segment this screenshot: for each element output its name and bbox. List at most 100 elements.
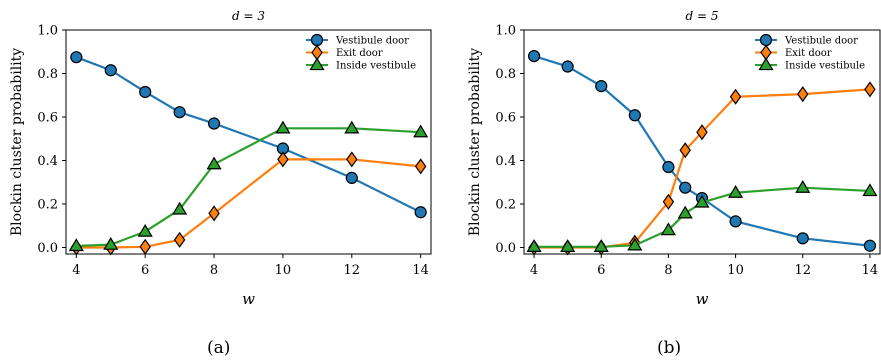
data-point	[660, 222, 676, 236]
y-tick-label: 1.0	[495, 24, 516, 39]
data-point	[561, 60, 574, 73]
legend-label: Vestibule door	[335, 36, 409, 47]
data-point	[662, 193, 675, 210]
data-point	[139, 238, 151, 255]
y-tick-label: 0.8	[37, 67, 58, 82]
series-line	[534, 186, 870, 248]
x-tick-label: 10	[727, 263, 744, 278]
legend-label: Vestibule door	[784, 36, 858, 47]
series-inside-vestibule	[68, 120, 429, 252]
series-line	[534, 88, 871, 249]
data-point	[137, 223, 153, 237]
x-tick-label: 14	[412, 263, 429, 278]
data-point	[414, 206, 427, 219]
data-point	[862, 183, 878, 197]
x-tick-label: 8	[210, 263, 218, 278]
legend-label: Inside vestibule	[785, 61, 865, 72]
data-point	[797, 86, 809, 103]
series-line	[76, 158, 421, 249]
legend-marker	[758, 57, 774, 71]
x-tick-label: 4	[530, 263, 538, 278]
data-point	[628, 109, 641, 122]
chart-title: d = 3	[232, 9, 265, 23]
data-point	[70, 51, 83, 64]
data-point	[526, 239, 542, 252]
data-point	[694, 194, 710, 208]
data-point	[677, 205, 693, 219]
data-point	[68, 238, 84, 252]
data-point	[729, 215, 742, 228]
y-tick-label: 0.2	[495, 197, 516, 212]
data-point	[696, 124, 708, 141]
y-axis-label: Blockin cluster probability	[9, 48, 25, 236]
data-point	[104, 64, 117, 77]
data-point	[728, 184, 744, 198]
x-tick-label: 6	[597, 263, 605, 278]
legend-marker	[759, 33, 773, 47]
data-point	[277, 151, 289, 168]
data-point	[173, 106, 186, 119]
caption-b: (b)	[657, 338, 682, 358]
data-point	[172, 201, 188, 215]
data-point	[795, 179, 811, 193]
y-tick-label: 0.4	[37, 154, 58, 169]
legend-marker	[310, 33, 324, 47]
x-tick-label: 12	[344, 263, 361, 278]
series-line	[75, 56, 422, 214]
plot-frame	[523, 29, 881, 255]
series-exit-door	[528, 81, 876, 256]
x-tick-label: 14	[862, 263, 879, 278]
y-tick-label: 0.2	[37, 197, 58, 212]
data-point	[206, 156, 222, 170]
data-point	[414, 158, 427, 175]
y-tick-label: 0.0	[495, 241, 516, 256]
data-point	[679, 181, 692, 194]
x-tick-label: 8	[664, 263, 672, 278]
plot-frame	[65, 29, 432, 255]
data-point	[103, 236, 119, 250]
data-point	[863, 239, 877, 252]
data-point	[593, 239, 609, 252]
x-tick-label: 6	[141, 263, 149, 278]
data-point	[527, 49, 541, 63]
data-point	[139, 85, 152, 99]
caption-a: (a)	[207, 338, 231, 358]
chart-panel-1: d = 3 4 6 8 10 12 14 0.0 0.2 0.4 0.6 0.8 1.0 w Blockin…	[9, 9, 432, 308]
x-axis-label: w	[242, 290, 255, 308]
legend-label: Inside vestibule	[336, 61, 416, 72]
data-point	[173, 231, 186, 248]
series-line	[533, 55, 871, 247]
data-point	[627, 237, 643, 251]
data-point	[595, 80, 608, 93]
data-point	[413, 124, 429, 138]
data-point	[662, 160, 675, 174]
x-tick-label: 12	[794, 263, 811, 278]
legend-label: Exit door	[785, 48, 832, 59]
y-axis-label: Blockin cluster probability	[467, 48, 483, 236]
y-tick-label: 0.6	[37, 110, 58, 125]
y-tick-label: 0.4	[495, 154, 516, 169]
data-point	[275, 120, 291, 134]
y-tick-label: 1.0	[37, 24, 58, 39]
y-tick-label: 0.8	[495, 67, 516, 82]
chart-panel-2: d = 5 4 6 8 10 12 14 0.0 0.2 0.4 0.6 0.8 1.0 w Blockin…	[467, 9, 881, 308]
y-tick-label: 0.0	[37, 241, 58, 256]
data-point	[344, 120, 360, 134]
chart-title: d = 5	[686, 9, 719, 23]
x-axis-label: w	[696, 290, 709, 308]
data-point	[796, 232, 809, 245]
data-point	[345, 171, 358, 184]
data-point	[864, 81, 876, 98]
series-line	[76, 127, 421, 248]
x-tick-label: 10	[275, 263, 292, 278]
data-point	[679, 142, 691, 159]
data-point	[346, 151, 358, 168]
data-point	[560, 239, 576, 252]
data-point	[729, 88, 742, 105]
series-inside-vestibule	[526, 179, 878, 252]
data-point	[208, 205, 220, 222]
y-tick-label: 0.6	[495, 110, 516, 125]
data-point	[207, 117, 221, 130]
